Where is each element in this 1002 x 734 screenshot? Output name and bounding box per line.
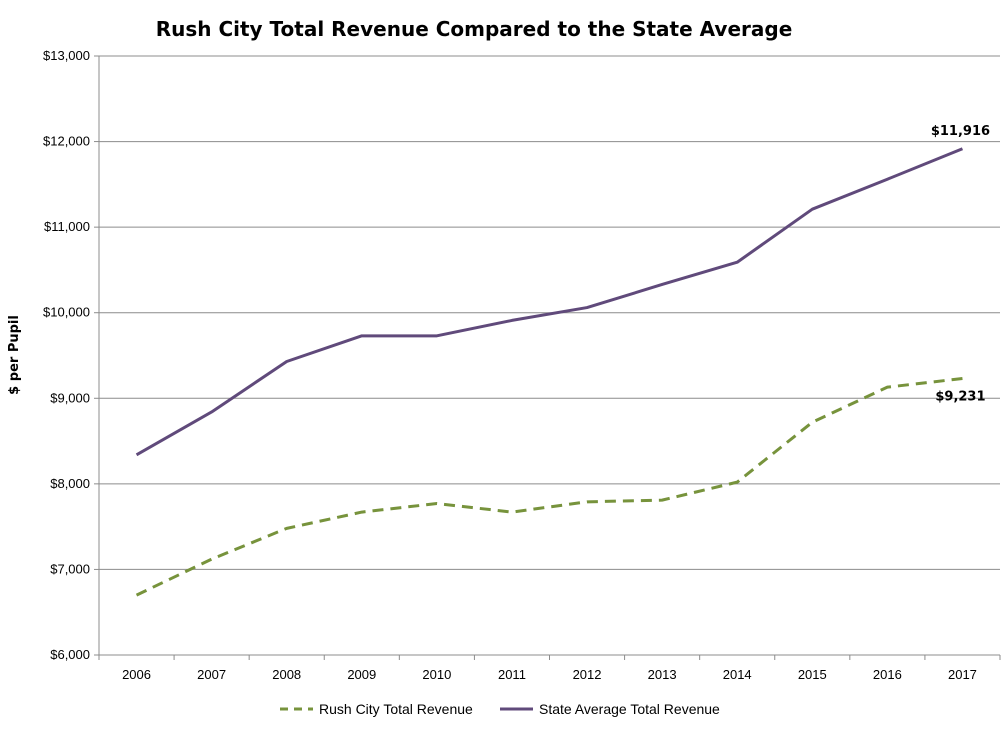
chart-title: Rush City Total Revenue Compared to the … [156, 17, 793, 41]
data-labels: $9,231 $11,916 [931, 124, 990, 405]
y-axis-ticks: $6,000 $7,000 $8,000 $9,000 $10,000 $11,000 $1… [43, 48, 99, 662]
x-axis-ticks: 2006 2007 2008 2009 2010 2011 2012 2013 2014 2015… [98, 655, 1001, 682]
x-tick-label: 2015 [798, 667, 827, 682]
axes [98, 56, 1000, 656]
x-tick-label: 2006 [122, 667, 151, 682]
y-axis-label: $ per Pupil [7, 315, 22, 395]
x-tick-label: 2013 [648, 667, 677, 682]
legend-label-state-average: State Average Total Revenue [539, 701, 720, 717]
x-tick-label: 2011 [498, 667, 526, 682]
y-tick-label: $8,000 [50, 476, 90, 491]
data-label-rush-city-2017: $9,231 [935, 390, 985, 405]
y-tick-label: $13,000 [43, 48, 90, 63]
y-tick-label: $7,000 [50, 561, 90, 576]
data-label-state-average-2017: $11,916 [931, 124, 990, 139]
y-tick-label: $6,000 [50, 647, 90, 662]
y-tick-label: $12,000 [43, 134, 90, 149]
x-tick-label: 2016 [873, 667, 902, 682]
x-tick-label: 2012 [573, 667, 602, 682]
series-line-rush-city [135, 377, 963, 597]
x-tick-label: 2007 [197, 667, 226, 682]
y-tick-label: $11,000 [44, 219, 90, 234]
x-tick-label: 2010 [422, 667, 451, 682]
gridlines [99, 55, 1000, 656]
series-lines [135, 147, 964, 597]
y-tick-label: $9,000 [50, 390, 90, 405]
x-tick-label: 2017 [948, 667, 977, 682]
series-line-state-average [135, 147, 964, 457]
x-tick-label: 2009 [347, 667, 376, 682]
x-tick-label: 2014 [723, 667, 752, 682]
x-tick-label: 2008 [272, 667, 301, 682]
legend-label-rush-city: Rush City Total Revenue [319, 701, 473, 717]
y-tick-label: $10,000 [43, 305, 90, 320]
legend: Rush City Total Revenue State Average Tot… [280, 701, 720, 717]
